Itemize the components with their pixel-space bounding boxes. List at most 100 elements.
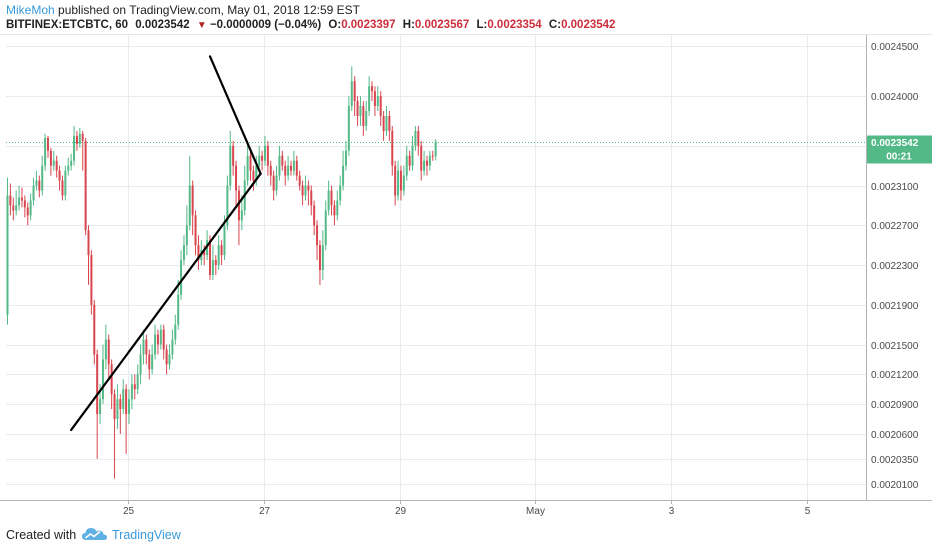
- candle-body: [151, 354, 154, 370]
- candle-body: [197, 245, 200, 261]
- candle: [292, 150, 295, 176]
- candle: [70, 153, 73, 171]
- candle-body: [434, 141, 437, 157]
- candle: [9, 183, 12, 216]
- price-tick-label: 0.0020900: [871, 400, 919, 411]
- candle-body: [154, 334, 157, 355]
- tradingview-brand[interactable]: TradingView: [112, 528, 181, 542]
- candle: [359, 96, 362, 126]
- candle-body: [431, 155, 434, 157]
- candle: [281, 150, 284, 171]
- candle: [275, 165, 278, 196]
- candle-body: [110, 364, 113, 395]
- candle: [411, 135, 414, 171]
- candle: [388, 111, 391, 141]
- candle: [252, 165, 255, 191]
- candle-body: [336, 200, 339, 216]
- candle-body: [284, 165, 287, 176]
- candle: [194, 210, 197, 256]
- candle-body: [316, 225, 319, 246]
- candle: [232, 140, 235, 176]
- candle: [290, 160, 293, 176]
- chart-canvas[interactable]: 0.00245000.00240000.00235000.00231000.00…: [0, 0, 932, 520]
- low-label: L:: [476, 19, 488, 31]
- candle: [130, 374, 133, 410]
- candle: [64, 165, 67, 201]
- candle-body: [70, 160, 73, 166]
- trendline-drawings[interactable]: [70, 55, 262, 432]
- candle: [93, 299, 96, 365]
- candle: [113, 389, 116, 479]
- candle-body: [113, 394, 116, 420]
- open-value: 0.0023397: [341, 19, 396, 31]
- candle: [165, 344, 168, 375]
- candle-body: [32, 185, 35, 201]
- candle: [49, 147, 52, 176]
- candle-body: [93, 304, 96, 355]
- footer-bar: Created with TradingView: [0, 520, 932, 550]
- candle-body: [342, 165, 345, 186]
- candle: [417, 125, 420, 156]
- author-name[interactable]: MikeMoh: [6, 3, 55, 17]
- candle: [423, 150, 426, 176]
- candle: [307, 180, 310, 206]
- candle-body: [171, 339, 174, 355]
- candle-body: [255, 165, 258, 181]
- candle: [246, 140, 249, 186]
- candle-body: [122, 389, 125, 410]
- candle: [263, 135, 266, 166]
- price-tick-label: 0.0020100: [871, 480, 919, 491]
- candle-body: [156, 334, 159, 345]
- candle: [385, 106, 388, 136]
- candle-body: [249, 155, 252, 171]
- candle-body: [290, 165, 293, 171]
- candle: [258, 145, 261, 171]
- candle-body: [272, 175, 275, 191]
- price-change: −0.0000009 (−0.04%): [209, 19, 322, 31]
- price-tick-label: 0.0020600: [871, 430, 919, 441]
- candle: [122, 379, 125, 415]
- candle-body: [41, 165, 44, 191]
- candle: [188, 155, 191, 231]
- candle: [333, 200, 336, 226]
- candle: [156, 329, 159, 355]
- price-tick-label: 0.0021900: [871, 301, 919, 312]
- current-price-badge: [867, 135, 932, 164]
- price-tick-label: 0.0022300: [871, 261, 919, 272]
- candle-body: [136, 374, 139, 390]
- candle-body: [223, 225, 226, 256]
- symbol-name[interactable]: BITFINEX:ETCBTC, 60: [6, 19, 129, 31]
- candle-body: [188, 185, 191, 226]
- candle-body: [385, 116, 388, 131]
- candle: [154, 324, 157, 360]
- candle-body: [73, 135, 76, 161]
- candle: [90, 250, 93, 315]
- candle-body: [61, 180, 64, 196]
- candle: [373, 86, 376, 117]
- candle-body: [58, 170, 61, 181]
- candle: [336, 190, 339, 221]
- candle: [101, 344, 104, 405]
- candle-body: [128, 399, 131, 415]
- candle-body: [365, 111, 368, 126]
- candle: [220, 240, 223, 266]
- candle-body: [347, 106, 350, 151]
- candle-body: [78, 133, 81, 144]
- candle-body: [339, 185, 342, 201]
- candle: [177, 279, 180, 330]
- price-tick-label: 0.0022700: [871, 221, 919, 232]
- candle: [266, 140, 269, 176]
- time-tick-label: 25: [123, 506, 135, 517]
- current-price-badge-value: 0.0023542: [871, 138, 919, 149]
- candle-body: [182, 245, 185, 261]
- candle-body: [87, 230, 90, 256]
- candle-body: [191, 185, 194, 216]
- candle: [344, 140, 347, 171]
- candle: [214, 255, 217, 275]
- candle-body: [397, 170, 400, 196]
- candle: [32, 177, 35, 206]
- candle-body: [428, 155, 431, 166]
- price-tick-label: 0.0023100: [871, 182, 919, 193]
- candle: [394, 160, 397, 206]
- candle: [12, 197, 15, 221]
